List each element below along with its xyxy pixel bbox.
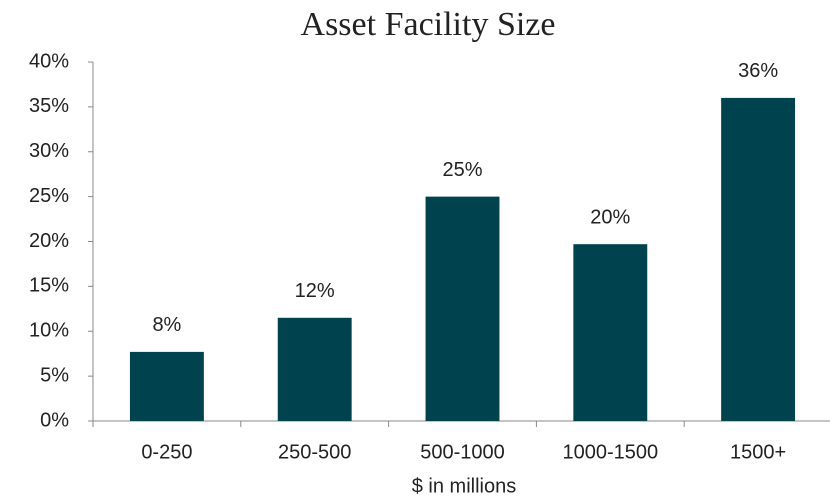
y-tick-label: 20% <box>29 230 69 252</box>
data-label: 8% <box>152 314 181 336</box>
x-tick-label: 1500+ <box>730 441 786 463</box>
x-tick-label: 250-500 <box>278 441 351 463</box>
data-label: 25% <box>442 159 482 181</box>
y-tick-label: 5% <box>40 364 69 386</box>
y-tick-label: 10% <box>29 320 69 342</box>
y-tick-label: 0% <box>40 409 69 431</box>
y-tick-label: 40% <box>29 50 69 72</box>
data-label: 20% <box>590 206 630 228</box>
y-tick-label: 35% <box>29 95 69 117</box>
chart-title: Asset Facility Size <box>301 6 556 43</box>
x-axis-label: $ in millions <box>412 475 516 497</box>
y-tick-label: 30% <box>29 140 69 162</box>
bar <box>573 244 648 421</box>
bar <box>277 317 352 421</box>
bar <box>129 351 204 421</box>
data-label: 12% <box>295 280 335 302</box>
bar <box>425 196 500 421</box>
bar <box>721 97 796 422</box>
y-tick-label: 25% <box>29 185 69 207</box>
y-tick-label: 15% <box>29 275 69 297</box>
data-label: 36% <box>738 60 778 82</box>
x-tick-label: 1000-1500 <box>562 441 658 463</box>
x-tick-label: 0-250 <box>141 441 192 463</box>
x-tick-label: 500-1000 <box>420 441 505 463</box>
